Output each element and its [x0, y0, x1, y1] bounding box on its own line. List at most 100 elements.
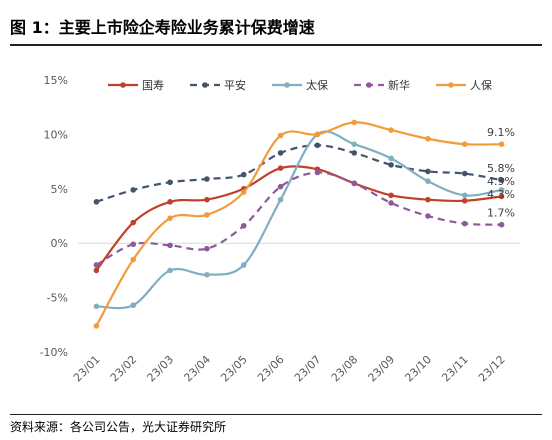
data-point [498, 221, 505, 228]
data-point [167, 215, 173, 221]
data-point [351, 150, 358, 156]
legend-item: 新华 [354, 78, 410, 92]
data-point [351, 141, 358, 147]
data-point [388, 162, 394, 168]
x-tick-label: 23/05 [218, 353, 250, 385]
data-point [277, 132, 284, 139]
data-point [167, 199, 173, 205]
source-note: 资料来源：各公司公告，光大证券研究所 [10, 420, 227, 434]
end-value-label: 9.1% [487, 126, 515, 139]
data-point [498, 141, 505, 147]
data-point [425, 196, 431, 203]
y-tick-label: 0% [51, 237, 68, 250]
data-point [498, 187, 505, 193]
legend-marker [120, 82, 126, 88]
data-point [93, 323, 100, 329]
y-tick-label: -10% [40, 346, 68, 359]
end-value-label: 5.8% [487, 162, 515, 175]
legend-item: 人保 [436, 78, 492, 92]
legend-label: 新华 [388, 78, 410, 92]
y-tick-label: 10% [44, 128, 68, 141]
series-line [95, 165, 502, 272]
y-tick-label: 5% [51, 183, 68, 196]
data-point [204, 271, 210, 278]
data-point [93, 199, 100, 205]
legend-label: 平安 [224, 78, 246, 92]
title-divider [10, 44, 542, 46]
data-point [93, 262, 100, 268]
series-国寿 [93, 165, 505, 274]
data-point [130, 219, 137, 226]
data-point [130, 187, 137, 193]
data-point [167, 267, 173, 274]
data-point [425, 168, 431, 175]
data-point [130, 302, 137, 309]
x-tick-label: 23/07 [292, 353, 324, 385]
data-point [277, 183, 284, 190]
data-point [130, 241, 137, 248]
y-tick-label: 15% [44, 74, 68, 87]
legend-label: 太保 [306, 78, 328, 92]
data-point [351, 180, 358, 187]
series-新华 [93, 169, 505, 268]
data-point [167, 179, 173, 186]
data-point [240, 222, 247, 229]
data-point [240, 189, 247, 195]
x-tick-label: 23/12 [476, 353, 508, 385]
x-tick-label: 23/06 [255, 353, 287, 385]
end-value-label: 4.3% [487, 188, 515, 201]
data-point [425, 213, 431, 219]
data-point [314, 131, 321, 138]
data-point [314, 142, 321, 149]
end-value-label: 4.9% [487, 175, 515, 188]
legend-item: 平安 [190, 78, 246, 92]
source-divider [10, 414, 542, 415]
x-tick-label: 23/02 [108, 353, 140, 385]
data-point [130, 256, 137, 263]
legend-marker [448, 82, 454, 88]
data-point [388, 200, 394, 206]
end-value-label: 1.7% [487, 207, 515, 220]
x-tick-label: 23/03 [145, 353, 177, 385]
legend-marker [366, 82, 372, 88]
data-point [204, 245, 210, 252]
data-point [498, 177, 505, 183]
data-point [425, 135, 431, 142]
data-point [461, 220, 468, 227]
series-人保 [93, 119, 505, 329]
data-point [277, 196, 284, 203]
data-point [388, 192, 394, 199]
x-tick-label: 23/04 [181, 353, 213, 385]
legend-item: 国寿 [108, 78, 164, 92]
data-point [314, 169, 321, 176]
series-平安 [93, 142, 505, 205]
data-point [461, 170, 468, 177]
x-tick-label: 23/11 [439, 353, 471, 385]
data-point [277, 150, 284, 156]
data-point [167, 242, 173, 249]
data-point [461, 192, 468, 199]
figure-title: 图 1：主要上市险企寿险业务累计保费增速 [10, 18, 315, 37]
x-tick-label: 23/01 [71, 353, 103, 385]
data-point [498, 193, 505, 200]
legend-marker [202, 82, 208, 88]
series-line [95, 121, 502, 327]
data-point [277, 165, 284, 171]
data-point [351, 119, 358, 126]
data-point [388, 155, 394, 162]
data-point [240, 262, 247, 268]
data-point [204, 176, 210, 182]
legend-label: 国寿 [142, 78, 164, 92]
data-point [461, 141, 468, 147]
legend-item: 太保 [272, 78, 328, 92]
x-tick-label: 23/08 [329, 353, 361, 385]
data-point [388, 127, 394, 133]
chart-legend: 国寿 平安 太保 新华 人保 [108, 78, 492, 92]
data-point [461, 197, 468, 204]
data-point [93, 267, 100, 274]
data-point [425, 178, 431, 184]
series-line [96, 144, 502, 203]
chart-series-group [93, 119, 505, 329]
data-point [93, 303, 100, 310]
